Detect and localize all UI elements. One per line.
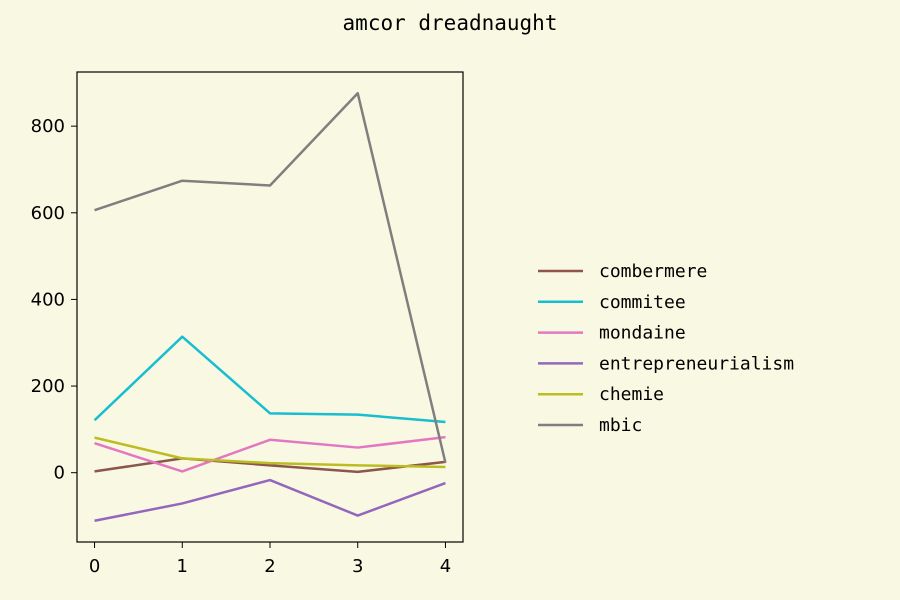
y-tick-label: 0 (54, 463, 65, 484)
series-line-entrepreneurialism (94, 478, 446, 523)
legend-label: commitee (599, 292, 686, 313)
legend-label: mbic (599, 415, 642, 436)
legend-label: entrepreneurialism (599, 353, 794, 374)
y-tick-label: 400 (31, 289, 65, 310)
series-line-chemie (94, 436, 446, 469)
series-line-mondaine (94, 435, 446, 473)
legend-item: entrepreneurialism (538, 353, 794, 374)
x-tick-label: 1 (177, 556, 188, 577)
series-layer (93, 91, 447, 523)
x-tick-label: 4 (440, 556, 451, 577)
x-tick-label: 3 (352, 556, 363, 577)
legend-item: mbic (538, 415, 642, 436)
legend-label: chemie (599, 384, 664, 405)
legend-item: mondaine (538, 323, 686, 344)
legend-item: chemie (538, 384, 664, 405)
chart-title: amcor dreadnaught (343, 11, 558, 35)
plot-frame (76, 71, 464, 543)
legend-label: combermere (599, 261, 707, 282)
legend-label: mondaine (599, 323, 686, 344)
series-line-commitee (93, 335, 446, 424)
x-tick-label: 0 (89, 556, 100, 577)
legend: combermere commitee mondaine entrepreneuria… (538, 261, 794, 436)
x-tick-label: 2 (264, 556, 275, 577)
x-axis: 0 1 2 3 4 (89, 542, 451, 577)
y-tick-label: 800 (31, 116, 65, 137)
series-line-mbic (94, 91, 447, 464)
legend-item: commitee (538, 292, 686, 313)
y-tick-label: 200 (31, 376, 65, 397)
y-tick-label: 600 (31, 203, 65, 224)
y-axis: 0 200 400 600 800 (31, 116, 77, 484)
legend-item: combermere (538, 261, 707, 282)
plot-area: 0 1 2 3 4 0 200 400 600 800 (31, 71, 464, 577)
